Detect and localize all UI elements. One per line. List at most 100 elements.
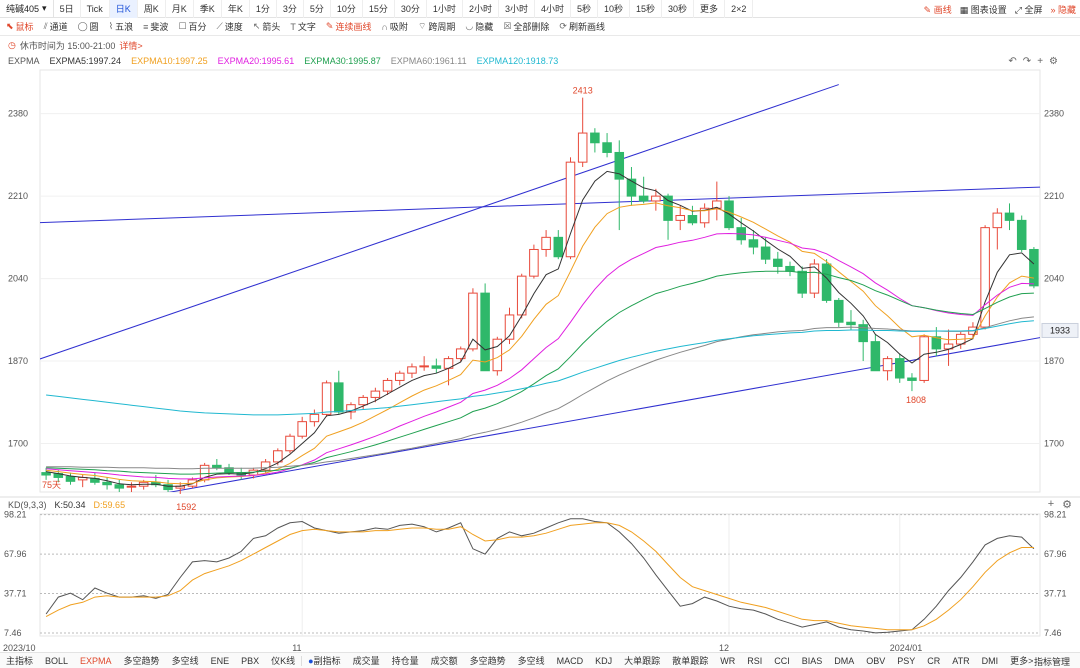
tool-item[interactable]: ⬉ 鼠标 bbox=[6, 20, 34, 33]
range-annotation: 75天 bbox=[42, 480, 61, 490]
indicator-tab[interactable]: PSY bbox=[897, 655, 916, 666]
timeframe-tab[interactable]: 月K bbox=[166, 0, 194, 18]
tool-item[interactable]: ⟋ 速度 bbox=[216, 20, 242, 33]
candle-body bbox=[846, 321, 856, 326]
timeframe-tab[interactable]: 3小时 bbox=[499, 0, 535, 18]
undo-icon[interactable]: ↶ bbox=[1008, 56, 1017, 67]
indicator-tab[interactable]: OBV bbox=[866, 655, 886, 666]
timeframe-tab[interactable]: 3分 bbox=[277, 0, 304, 18]
tool-item[interactable]: ✎ 连续画线 bbox=[326, 20, 372, 33]
timeframe-tab[interactable]: 2小时 bbox=[463, 0, 499, 18]
tool-item[interactable]: ⌔ 跨周期 bbox=[418, 20, 455, 33]
indicator-tab[interactable]: ATR bbox=[952, 655, 970, 666]
tool-item[interactable]: ∩ 吸附 bbox=[381, 20, 407, 33]
timeframe-tab[interactable]: 1小时 bbox=[427, 0, 463, 18]
candle-body bbox=[419, 365, 429, 368]
x-tick-label: 2024/01 bbox=[890, 643, 923, 652]
timeframe-tab[interactable]: 2×2 bbox=[725, 0, 754, 18]
hide-button[interactable]: » 隐藏 bbox=[1050, 4, 1076, 15]
timeframe-tab[interactable]: 周K bbox=[138, 0, 166, 18]
settings-icon[interactable]: ⚙ bbox=[1049, 56, 1058, 67]
draw-button[interactable]: ✎ 画线 bbox=[923, 4, 952, 15]
indicator-tab[interactable]: 仪K线 bbox=[271, 656, 296, 666]
tool-item[interactable]: ☐ 百分 bbox=[178, 20, 206, 33]
timeframe-tab[interactable]: Tick bbox=[81, 0, 110, 18]
tool-item[interactable]: ⫽ 通道 bbox=[44, 20, 68, 33]
timeframe-tab[interactable]: 30分 bbox=[395, 0, 427, 18]
candle-body bbox=[687, 215, 698, 224]
indicator-tab[interactable]: MACD bbox=[556, 655, 584, 666]
redo-icon[interactable]: ↷ bbox=[1022, 56, 1032, 67]
indicator-tab[interactable]: ENE bbox=[210, 655, 230, 666]
timeframe-tab[interactable]: 年K bbox=[222, 0, 250, 18]
indicator-tab[interactable]: 更多> bbox=[1010, 656, 1034, 666]
indicator-tab[interactable]: PBX bbox=[241, 655, 260, 666]
timeframe-tab[interactable]: 5日 bbox=[54, 0, 81, 18]
tool-item[interactable]: ☒ 全部删除 bbox=[503, 20, 549, 33]
indicator-tab[interactable]: 多空线 bbox=[171, 656, 199, 666]
indicator-tab[interactable]: 大单跟踪 bbox=[624, 656, 661, 666]
indicator-tab[interactable]: 散单跟踪 bbox=[672, 656, 709, 666]
indicator-tab[interactable]: 多空趋势 bbox=[469, 656, 506, 666]
indicator-tab[interactable]: EXPMA bbox=[80, 655, 112, 666]
candle-body bbox=[504, 314, 515, 340]
candle-body bbox=[626, 178, 637, 197]
y-tick-label-right: 2380 bbox=[1044, 109, 1064, 119]
settings-icon[interactable]: ⚙ bbox=[1062, 499, 1072, 511]
indicator-tab[interactable]: CR bbox=[927, 655, 941, 666]
tool-item[interactable]: ◡ 隐藏 bbox=[465, 20, 493, 33]
candle-body bbox=[309, 413, 320, 423]
add-icon[interactable]: + bbox=[1037, 56, 1044, 67]
timeframe-tab[interactable]: 15秒 bbox=[630, 0, 663, 18]
indicator-tab[interactable]: ● 副指标 bbox=[302, 653, 346, 668]
timeframe-tab[interactable]: 5秒 bbox=[571, 0, 598, 18]
market-closed-notice: ◷ 休市时间为 15:00-21:00 详情> bbox=[8, 38, 143, 52]
indicator-tab[interactable]: BIAS bbox=[801, 655, 823, 666]
timeframe-tab[interactable]: 10秒 bbox=[598, 0, 631, 18]
symbol-selector[interactable]: 纯碱405 ▾ bbox=[0, 0, 54, 18]
timeframe-tab[interactable]: 4小时 bbox=[535, 0, 571, 18]
fullscreen-button[interactable]: ⤢ 全屏 bbox=[1014, 4, 1043, 15]
timeframe-tab[interactable]: 日K bbox=[109, 0, 138, 18]
expma-line bbox=[46, 170, 1035, 487]
indicator-tab[interactable]: 多空趋势 bbox=[123, 656, 160, 666]
timeframe-tab[interactable]: 更多 bbox=[694, 0, 726, 18]
timeframe-tab[interactable]: 季K bbox=[194, 0, 222, 18]
indicator-tab[interactable]: BOLL bbox=[45, 655, 69, 666]
tool-item[interactable]: ↖ 箭头 bbox=[253, 20, 281, 33]
price-chart[interactable]: 1700 1700 1870 1870 2040 2040 2210 2210 2380 2380… bbox=[0, 0, 1080, 652]
candle-body bbox=[151, 481, 161, 486]
indicator-tab[interactable]: DMI bbox=[981, 655, 999, 666]
details-link[interactable]: 详情> bbox=[119, 40, 143, 51]
min-annotation: 1592 bbox=[176, 502, 196, 512]
tool-item[interactable]: ⌇ 五浪 bbox=[109, 20, 133, 33]
timeframe-tab[interactable]: 1分 bbox=[250, 0, 277, 18]
indicator-tab[interactable]: 成交量 bbox=[352, 656, 380, 666]
candle-body bbox=[273, 450, 283, 463]
tool-item[interactable]: ⟳ 刷新画线 bbox=[559, 20, 605, 33]
chart-settings-button[interactable]: ▦ 图表设置 bbox=[959, 4, 1007, 15]
indicator-manage-button[interactable]: 指标管理 bbox=[1033, 656, 1070, 667]
candle-body bbox=[907, 377, 917, 381]
indicator-tab[interactable]: KDJ bbox=[595, 655, 613, 666]
indicator-tab[interactable]: 多空线 bbox=[517, 656, 545, 666]
indicator-tab[interactable]: WR bbox=[720, 655, 736, 666]
timeframe-tab[interactable]: 5分 bbox=[304, 0, 331, 18]
indicator-tab[interactable]: 持仓量 bbox=[391, 656, 419, 666]
tool-item[interactable]: T 文字 bbox=[290, 20, 316, 33]
indicator-bar: 主指标 BOLL EXPMA 多空趋势 多空线 ENE PBX 仪K线 ● 副指标 成交量 持仓量 成… bbox=[0, 652, 1080, 668]
tool-item[interactable]: ◯ 圆 bbox=[78, 20, 99, 33]
timeframe-tab[interactable]: 10分 bbox=[331, 0, 363, 18]
candle-body bbox=[1016, 219, 1027, 250]
add-icon[interactable]: + bbox=[1047, 498, 1055, 510]
y-tick-label-left: 2380 bbox=[8, 109, 28, 119]
indicator-tab[interactable]: RSI bbox=[747, 655, 763, 666]
indicator-tab[interactable]: CCI bbox=[774, 655, 790, 666]
timeframe-tab[interactable]: 15分 bbox=[363, 0, 395, 18]
tool-item[interactable]: ≡ 斐波 bbox=[143, 20, 168, 33]
indicator-tab[interactable]: 成交额 bbox=[430, 656, 458, 666]
candle-body bbox=[663, 195, 673, 221]
indicator-tab[interactable]: DMA bbox=[834, 655, 855, 666]
indicator-tab[interactable]: 主指标 bbox=[6, 656, 34, 666]
timeframe-tab[interactable]: 30秒 bbox=[662, 0, 695, 18]
